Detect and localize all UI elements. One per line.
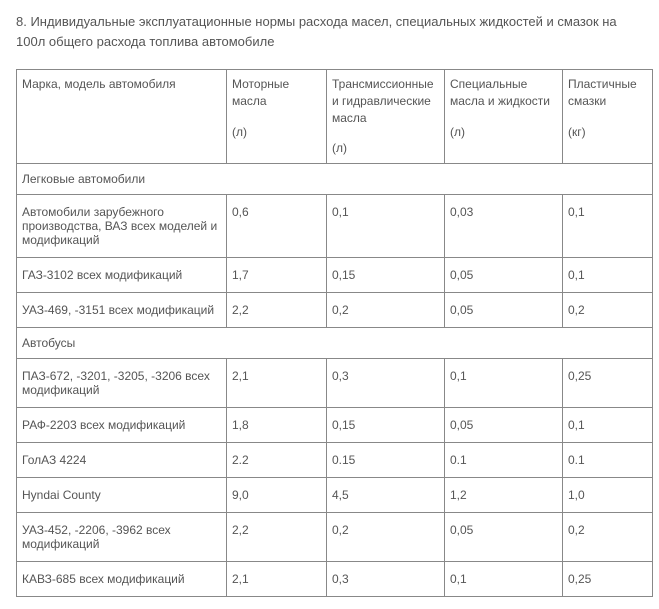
header-special-unit: (л): [450, 124, 557, 141]
table-row: Hyndai County9,04,51,21,0: [17, 478, 653, 513]
header-motor-label: Моторные масла: [232, 77, 289, 108]
table-body: Легковые автомобилиАвтомобили зарубежног…: [17, 164, 653, 597]
header-motor-unit: (л): [232, 124, 321, 141]
header-plastic-label: Пластичные смазки: [568, 77, 637, 108]
cell-motor: 2,1: [227, 359, 327, 408]
norms-table: Марка, модель автомобиля Моторные масла …: [16, 69, 653, 597]
cell-name: ГолАЗ 4224: [17, 443, 227, 478]
cell-trans: 0.15: [327, 443, 445, 478]
cell-name: РАФ-2203 всех модификаций: [17, 408, 227, 443]
cell-special: 0.1: [445, 443, 563, 478]
cell-trans: 0,15: [327, 408, 445, 443]
header-special: Специальные масла и жидкости (л): [445, 70, 563, 164]
cell-trans: 0,1: [327, 195, 445, 258]
cell-plastic: 0,25: [563, 359, 653, 408]
table-row: ГолАЗ 42242.20.150.10.1: [17, 443, 653, 478]
cell-trans: 0,2: [327, 293, 445, 328]
cell-special: 0,03: [445, 195, 563, 258]
table-row: ПАЗ-672, -3201, -3205, -3206 всех модифи…: [17, 359, 653, 408]
cell-name: КАВЗ-685 всех модификаций: [17, 562, 227, 597]
cell-name: ГАЗ-3102 всех модификаций: [17, 258, 227, 293]
cell-plastic: 1,0: [563, 478, 653, 513]
cell-trans: 0,3: [327, 562, 445, 597]
header-plastic: Пластичные смазки (кг): [563, 70, 653, 164]
cell-special: 0,05: [445, 408, 563, 443]
cell-plastic: 0,1: [563, 408, 653, 443]
header-trans-label: Трансмиссионные и гидравлические масла: [332, 77, 434, 125]
table-row: Автомобили зарубежного производства, ВАЗ…: [17, 195, 653, 258]
cell-plastic: 0,2: [563, 513, 653, 562]
cell-name: Hyndai County: [17, 478, 227, 513]
cell-motor: 2,1: [227, 562, 327, 597]
cell-name: УАЗ-469, -3151 всех модификаций: [17, 293, 227, 328]
section-title: Автобусы: [17, 328, 653, 359]
section-row: Легковые автомобили: [17, 164, 653, 195]
cell-motor: 2.2: [227, 443, 327, 478]
cell-name: ПАЗ-672, -3201, -3205, -3206 всех модифи…: [17, 359, 227, 408]
cell-special: 1,2: [445, 478, 563, 513]
table-header-row: Марка, модель автомобиля Моторные масла …: [17, 70, 653, 164]
cell-name: УАЗ-452, -2206, -3962 всех модификаций: [17, 513, 227, 562]
table-row: РАФ-2203 всех модификаций1,80,150,050,1: [17, 408, 653, 443]
cell-motor: 1,7: [227, 258, 327, 293]
cell-motor: 9,0: [227, 478, 327, 513]
section-row: Автобусы: [17, 328, 653, 359]
header-name: Марка, модель автомобиля: [17, 70, 227, 164]
cell-special: 0,05: [445, 293, 563, 328]
cell-special: 0,05: [445, 513, 563, 562]
cell-trans: 0,15: [327, 258, 445, 293]
header-plastic-unit: (кг): [568, 124, 647, 141]
header-trans: Трансмиссионные и гидравлические масла (…: [327, 70, 445, 164]
cell-plastic: 0,1: [563, 195, 653, 258]
cell-motor: 2,2: [227, 513, 327, 562]
table-row: ГАЗ-3102 всех модификаций1,70,150,050,1: [17, 258, 653, 293]
table-row: КАВЗ-685 всех модификаций2,10,30,10,25: [17, 562, 653, 597]
cell-special: 0,1: [445, 359, 563, 408]
header-special-label: Специальные масла и жидкости: [450, 77, 550, 108]
cell-motor: 2,2: [227, 293, 327, 328]
cell-trans: 0,2: [327, 513, 445, 562]
header-motor: Моторные масла (л): [227, 70, 327, 164]
cell-motor: 0,6: [227, 195, 327, 258]
cell-plastic: 0,1: [563, 258, 653, 293]
cell-trans: 4,5: [327, 478, 445, 513]
cell-name: Автомобили зарубежного производства, ВАЗ…: [17, 195, 227, 258]
header-name-label: Марка, модель автомобиля: [22, 77, 176, 91]
section-title: Легковые автомобили: [17, 164, 653, 195]
cell-trans: 0,3: [327, 359, 445, 408]
cell-motor: 1,8: [227, 408, 327, 443]
cell-plastic: 0,2: [563, 293, 653, 328]
cell-special: 0,1: [445, 562, 563, 597]
cell-special: 0,05: [445, 258, 563, 293]
table-row: УАЗ-452, -2206, -3962 всех модификаций2,…: [17, 513, 653, 562]
table-row: УАЗ-469, -3151 всех модификаций2,20,20,0…: [17, 293, 653, 328]
cell-plastic: 0.1: [563, 443, 653, 478]
page-title: 8. Индивидуальные эксплуатационные нормы…: [16, 12, 643, 51]
header-trans-unit: (л): [332, 140, 439, 157]
cell-plastic: 0,25: [563, 562, 653, 597]
